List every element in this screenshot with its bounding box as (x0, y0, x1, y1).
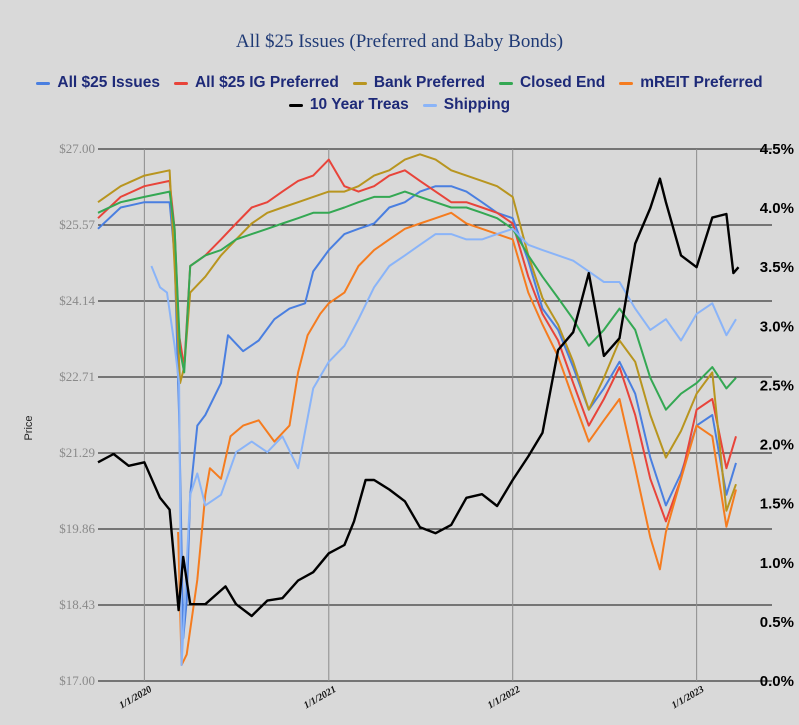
right-tick-label: 0.5% (760, 614, 794, 631)
left-tick-label: $17.00 (59, 673, 95, 688)
right-tick-label: 2.5% (760, 377, 794, 394)
series-lines (97, 153, 740, 666)
right-tick-label: 4.5% (760, 141, 794, 158)
series-line-bank-preferred (97, 153, 737, 512)
legend-label: Bank Preferred (373, 74, 485, 91)
legend-swatch (36, 81, 51, 85)
left-tick-label: $19.86 (59, 521, 95, 536)
right-tick-label: 4.0% (760, 200, 794, 217)
right-tick-label: 0.0% (760, 673, 794, 690)
gridlines (98, 148, 772, 682)
series-line-shipping (150, 227, 737, 666)
x-tick-label: 1/1/2021 (302, 684, 338, 711)
legend-item: mREIT Preferred (619, 74, 763, 92)
legend-swatch (288, 103, 303, 107)
right-tick-label: 1.5% (760, 496, 794, 513)
vertical-gridlines (143, 149, 698, 681)
legend-swatch (352, 81, 367, 85)
y-axis-title: Price (23, 415, 35, 440)
legend-item: Shipping (422, 96, 511, 114)
right-tick-label: 2.0% (760, 437, 794, 454)
legend-swatch (498, 81, 513, 85)
legend-swatch (173, 81, 188, 85)
left-tick-label: $18.43 (59, 597, 95, 612)
left-tick-label: $22.71 (59, 369, 95, 384)
legend-item: Closed End (498, 74, 606, 92)
right-tick-label: 1.0% (760, 555, 794, 572)
series-line-10-year-treas (97, 177, 740, 618)
legend-row-2: 10 Year Treas Shipping (0, 96, 799, 114)
right-tick-label: 3.0% (760, 318, 794, 335)
legend-label: mREIT Preferred (640, 74, 763, 91)
x-tick-label: 1/1/2022 (486, 684, 522, 711)
series-line-all-25-issues (97, 185, 737, 640)
series-line-closed-end (97, 190, 737, 411)
right-tick-label: 3.5% (760, 259, 794, 276)
x-tick-label: 1/1/2020 (118, 684, 154, 711)
legend-label: Closed End (519, 74, 606, 91)
left-tick-label: $21.29 (59, 445, 95, 460)
series-line-mreit-preferred (177, 211, 737, 666)
x-axis-labels: 1/1/2020 1/1/2021 1/1/2022 1/1/2023 (118, 684, 707, 711)
legend-row-1: All $25 Issues All $25 IG Preferred Bank P… (0, 74, 799, 92)
legend-item: All $25 IG Preferred (173, 74, 339, 92)
legend-label: 10 Year Treas (309, 96, 409, 113)
legend-label: All $25 Issues (57, 74, 160, 91)
legend-swatch (422, 103, 437, 107)
legend-item: 10 Year Treas (288, 96, 409, 114)
legend-item: Bank Preferred (352, 74, 485, 92)
left-tick-label: $27.00 (59, 141, 95, 156)
legend-item: All $25 Issues (36, 74, 160, 92)
right-axis-labels: 4.5% 4.0% 3.5% 3.0% 2.5% 2.0% 1.5% 1.0% 0.5% 0.0% (760, 141, 794, 690)
chart-title: All $25 Issues (Preferred and Baby Bonds… (235, 31, 564, 52)
legend-label: Shipping (443, 96, 511, 113)
legend-label: All $25 IG Preferred (194, 74, 339, 91)
legend-swatch (619, 81, 634, 85)
left-tick-label: $25.57 (59, 217, 95, 232)
x-tick-label: 1/1/2023 (670, 684, 706, 711)
left-tick-label: $24.14 (59, 293, 95, 308)
left-axis-labels: $27.00 $25.57 $24.14 $22.71 $21.29 $19.86 $18.… (59, 141, 95, 688)
